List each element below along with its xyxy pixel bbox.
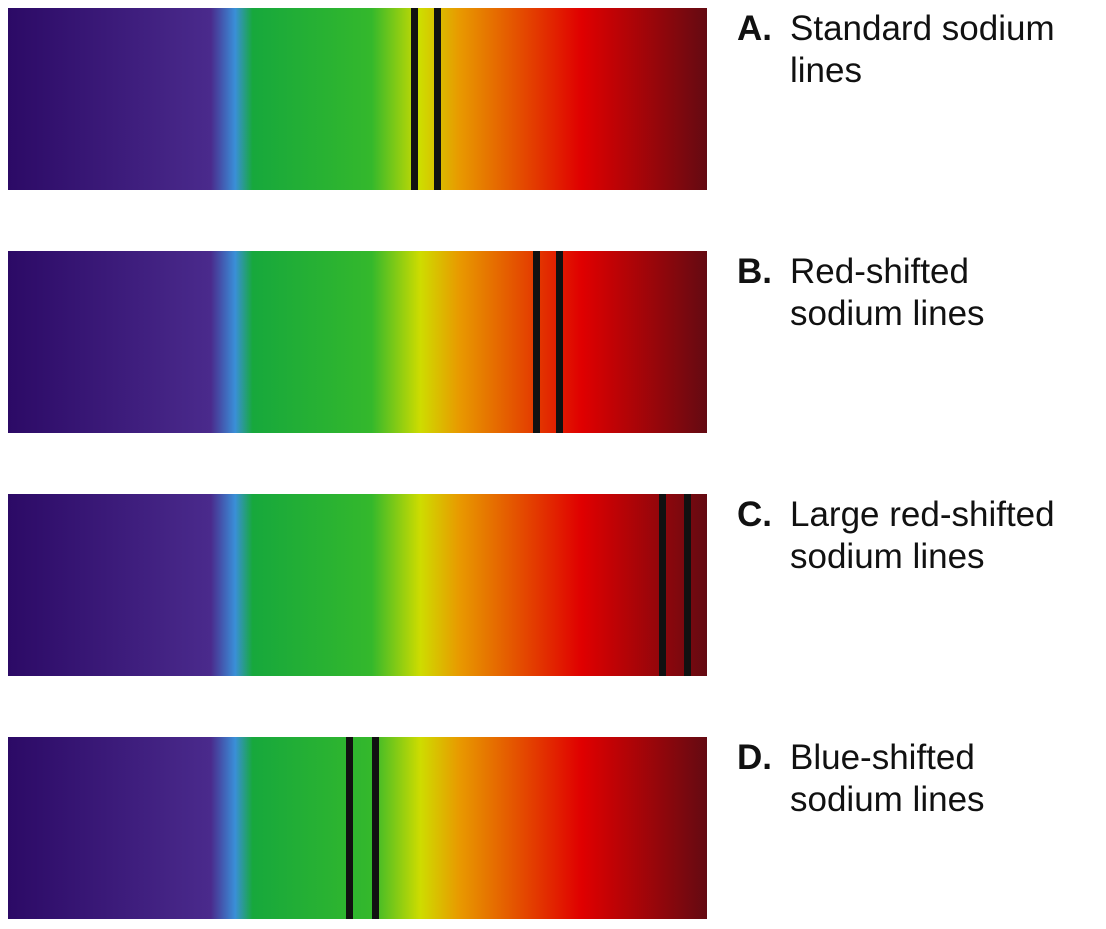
absorption-line — [372, 737, 379, 919]
spectrum — [8, 251, 707, 433]
panel-a — [8, 8, 707, 190]
panel-label: sodium lines — [790, 294, 985, 333]
panel-letter: B. — [737, 252, 772, 291]
panel-label: lines — [790, 51, 862, 90]
panel-letter: D. — [737, 738, 772, 777]
absorption-line — [684, 494, 691, 676]
absorption-line — [411, 8, 418, 190]
panel-letter: A. — [737, 9, 772, 48]
panel-label: Blue-shifted — [790, 738, 975, 777]
spectrum — [8, 737, 707, 919]
absorption-line — [556, 251, 563, 433]
spectrum — [8, 494, 707, 676]
absorption-line — [434, 8, 441, 190]
panel-d — [8, 737, 707, 919]
panel-c — [8, 494, 707, 676]
absorption-line — [533, 251, 540, 433]
panel-label: Standard sodium — [790, 9, 1055, 48]
panel-label: Large red-shifted — [790, 495, 1055, 534]
panel-letter: C. — [737, 495, 772, 534]
panel-b — [8, 251, 707, 433]
panel-label: Red-shifted — [790, 252, 969, 291]
absorption-line — [659, 494, 666, 676]
panel-label: sodium lines — [790, 537, 985, 576]
absorption-line — [346, 737, 353, 919]
spectrum — [8, 8, 707, 190]
panel-label: sodium lines — [790, 780, 985, 819]
